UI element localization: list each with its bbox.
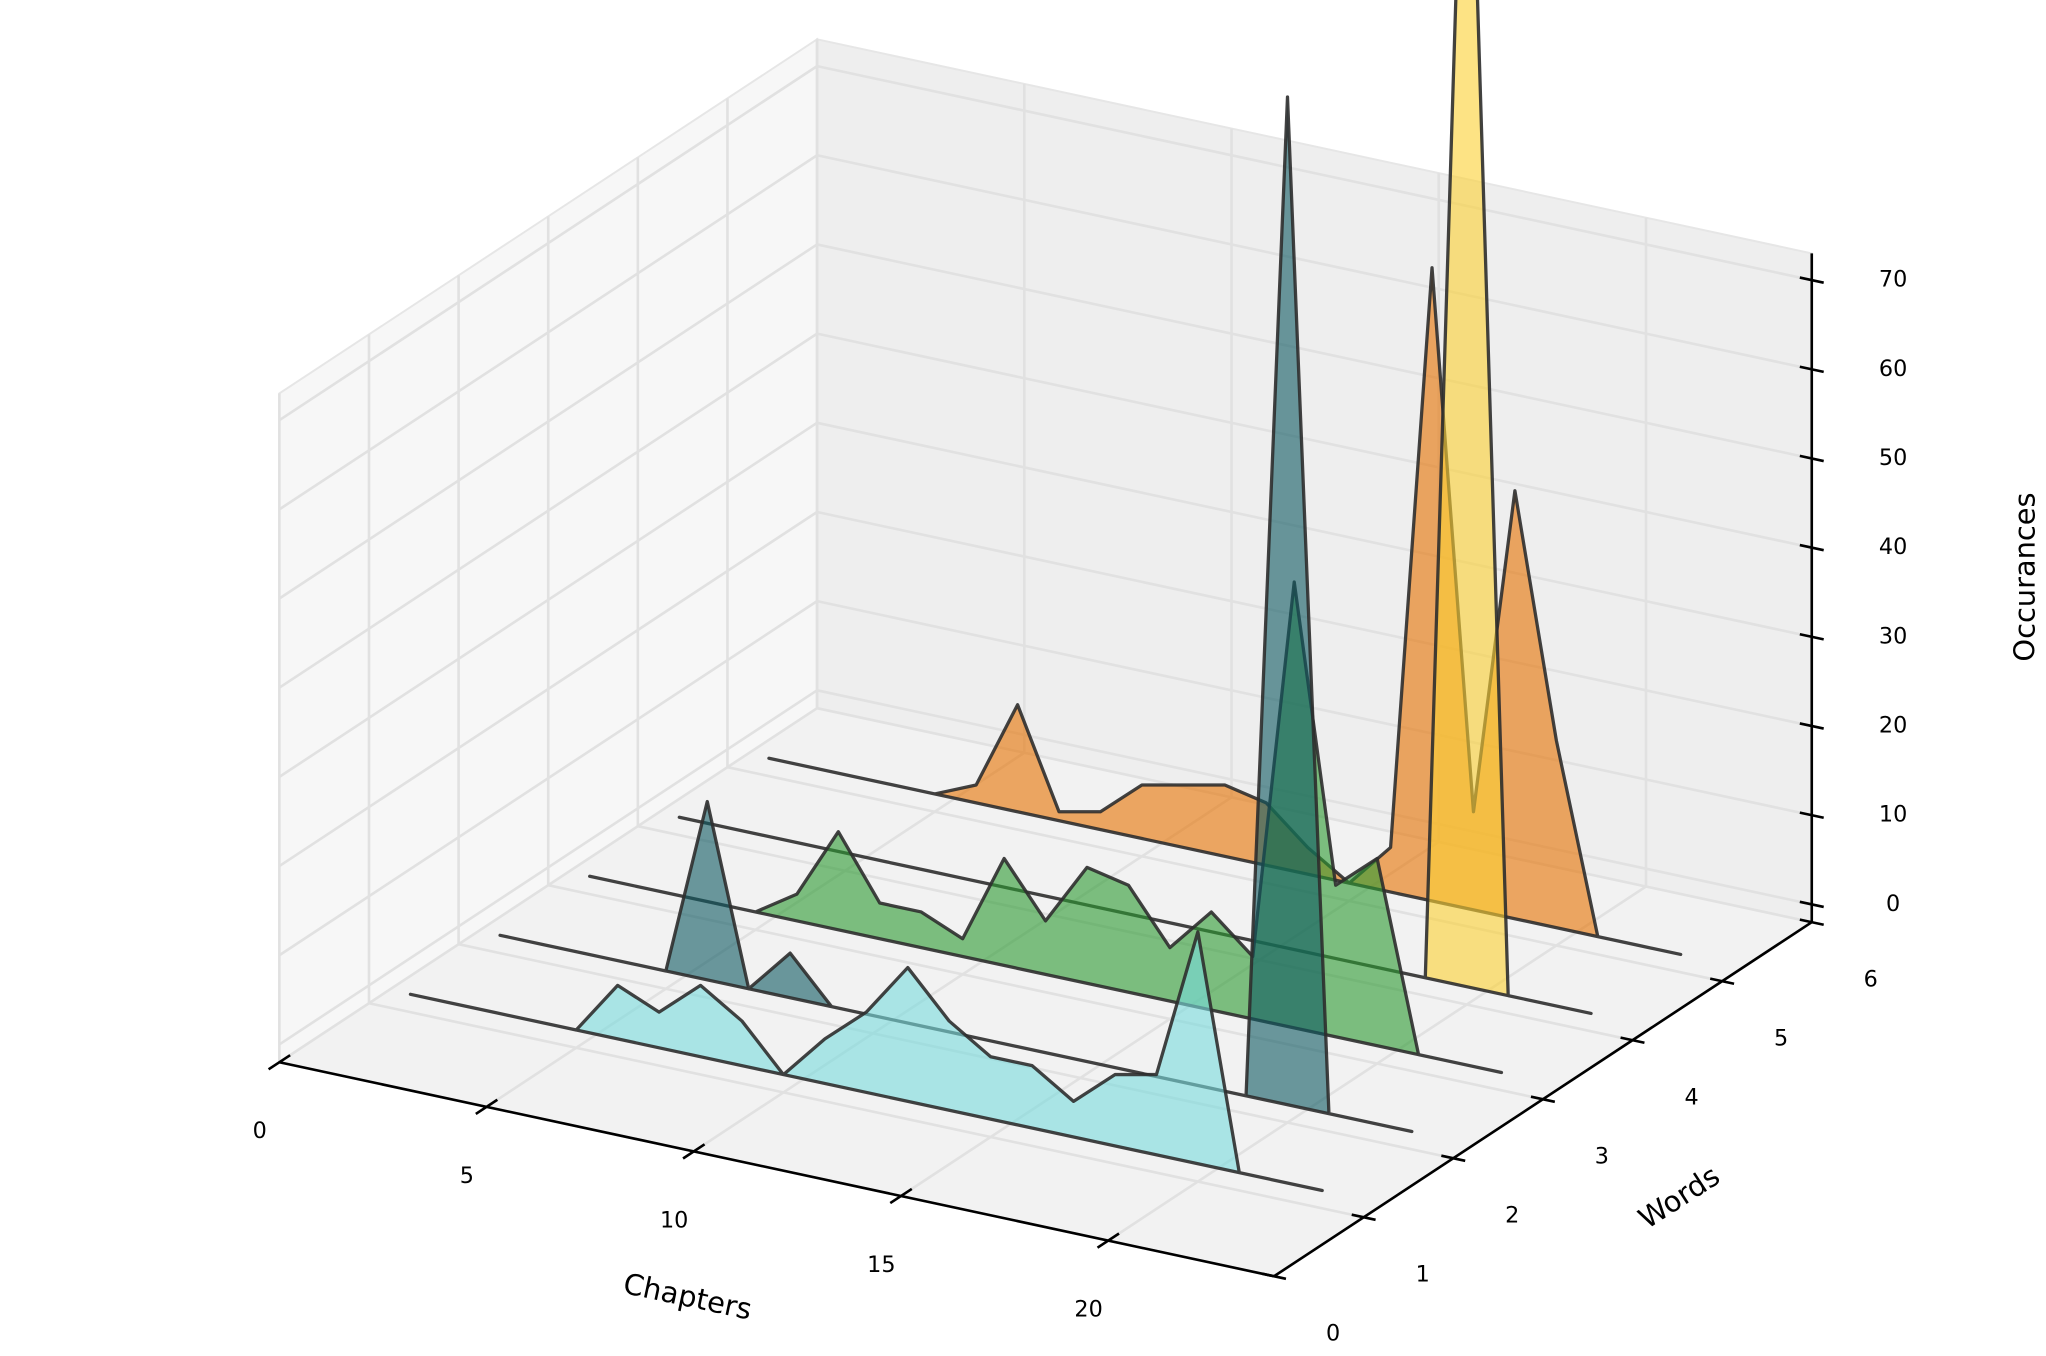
grid-line xyxy=(278,689,818,1046)
z-axis-label: Occurances xyxy=(2007,492,2041,661)
x-axis-line xyxy=(279,1060,1275,1278)
grid-line xyxy=(816,599,1813,817)
x-axis-label: Chapters xyxy=(620,1266,755,1326)
grid-line xyxy=(278,154,818,511)
z-tick-label: 50 xyxy=(1879,445,1907,471)
grid-line xyxy=(816,153,1813,371)
x-tick-label: 0 xyxy=(253,1118,267,1144)
polygons xyxy=(408,0,1683,1193)
ridge-polygon xyxy=(498,95,1414,1134)
grid-line xyxy=(816,421,1813,639)
grid-line xyxy=(727,765,1723,983)
z-tick-label: 20 xyxy=(1879,712,1907,738)
z-tick-label: 10 xyxy=(1879,802,1907,828)
grid-line xyxy=(816,510,1813,728)
grid-line xyxy=(816,243,1813,460)
ridge-polygon xyxy=(408,930,1324,1193)
grid-line xyxy=(278,600,818,957)
z-tick-label: 0 xyxy=(1886,891,1900,917)
y-tick-label: 5 xyxy=(1774,1025,1788,1051)
y-axis-label: Words xyxy=(1632,1158,1725,1235)
z-tick-label: 40 xyxy=(1879,534,1907,560)
grid-line xyxy=(278,332,818,689)
x-tick-label: 15 xyxy=(867,1252,895,1278)
y-tick-label: 2 xyxy=(1505,1202,1519,1228)
grid-line xyxy=(816,64,1813,282)
x-tick-label: 10 xyxy=(660,1207,688,1233)
x-tick-label: 20 xyxy=(1074,1297,1102,1323)
x-tick-label: 5 xyxy=(460,1163,474,1189)
z-tick-label: 30 xyxy=(1879,623,1907,649)
z-tick-label: 70 xyxy=(1879,267,1907,293)
y-tick-label: 1 xyxy=(1416,1261,1430,1287)
grid-line xyxy=(278,64,818,422)
grid-line xyxy=(278,243,818,600)
grid-line xyxy=(278,510,818,868)
y-tick-label: 3 xyxy=(1595,1143,1609,1169)
grid-line xyxy=(816,332,1813,549)
grid-line xyxy=(368,1001,1364,1219)
y-tick-label: 4 xyxy=(1684,1084,1698,1110)
y-tick-label: 6 xyxy=(1864,966,1878,992)
grid-line xyxy=(278,421,818,778)
y-axis-line xyxy=(1273,921,1813,1278)
z-tick-label: 60 xyxy=(1879,356,1907,382)
y-tick-label: 0 xyxy=(1326,1320,1340,1346)
